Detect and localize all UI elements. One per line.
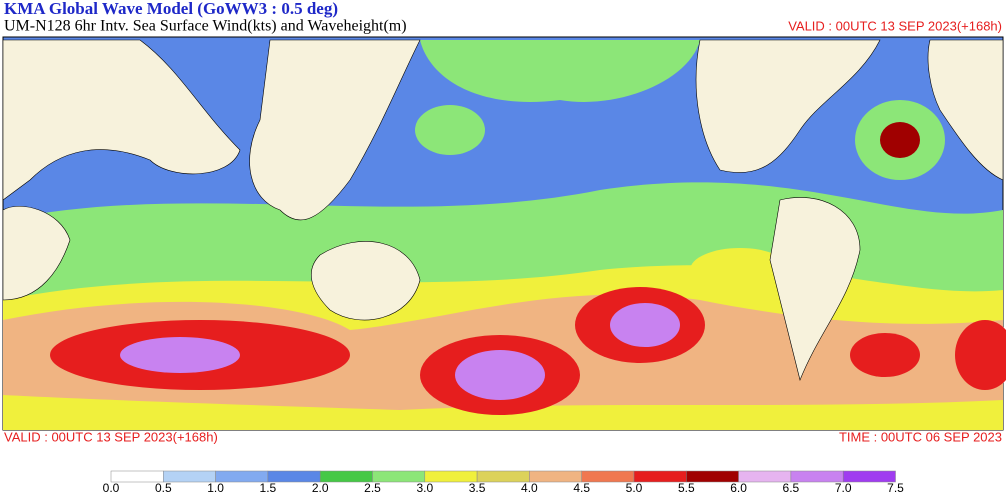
colorbar-label: 7.0 (835, 481, 852, 495)
title: KMA Global Wave Model (GoWW3 : 0.5 deg) (4, 0, 338, 18)
colorbar-label: 3.5 (469, 481, 486, 495)
colorbar-label: 2.5 (364, 481, 381, 495)
colorbar-label: 6.0 (730, 481, 747, 495)
map (2, 36, 1006, 431)
subtitle: UM-N128 6hr Intv. Sea Surface Wind(kts) … (4, 18, 407, 35)
colorbar-label: 6.5 (783, 481, 800, 495)
colorbar-label: 5.5 (678, 481, 695, 495)
colorbar-label: 0.5 (155, 481, 172, 495)
colorbar-label: 3.0 (416, 481, 433, 495)
footer-time: TIME : 00UTC 06 SEP 2023 (839, 429, 1002, 444)
valid-top: VALID : 00UTC 13 SEP 2023(+168h) (788, 18, 1002, 33)
colorbar-label: 4.5 (573, 481, 590, 495)
colorbar-label: 1.5 (260, 481, 277, 495)
colorbar-label: 4.0 (521, 481, 538, 495)
colorbar-label: 5.0 (626, 481, 643, 495)
colorbar-box (842, 470, 896, 483)
colorbar-label: 0.0 (103, 481, 120, 495)
colorbar-label: 1.0 (207, 481, 224, 495)
colorbar-label: 7.5 (887, 481, 904, 495)
colorbar-label: 2.0 (312, 481, 329, 495)
colorbar: 0.0 0.5 1.0 1.5 2.0 2.5 3.0 3.5 4.0 4.5 5.0 5.5 6.0 6… (103, 470, 904, 495)
footer-valid: VALID : 00UTC 13 SEP 2023(+168h) (4, 429, 218, 444)
